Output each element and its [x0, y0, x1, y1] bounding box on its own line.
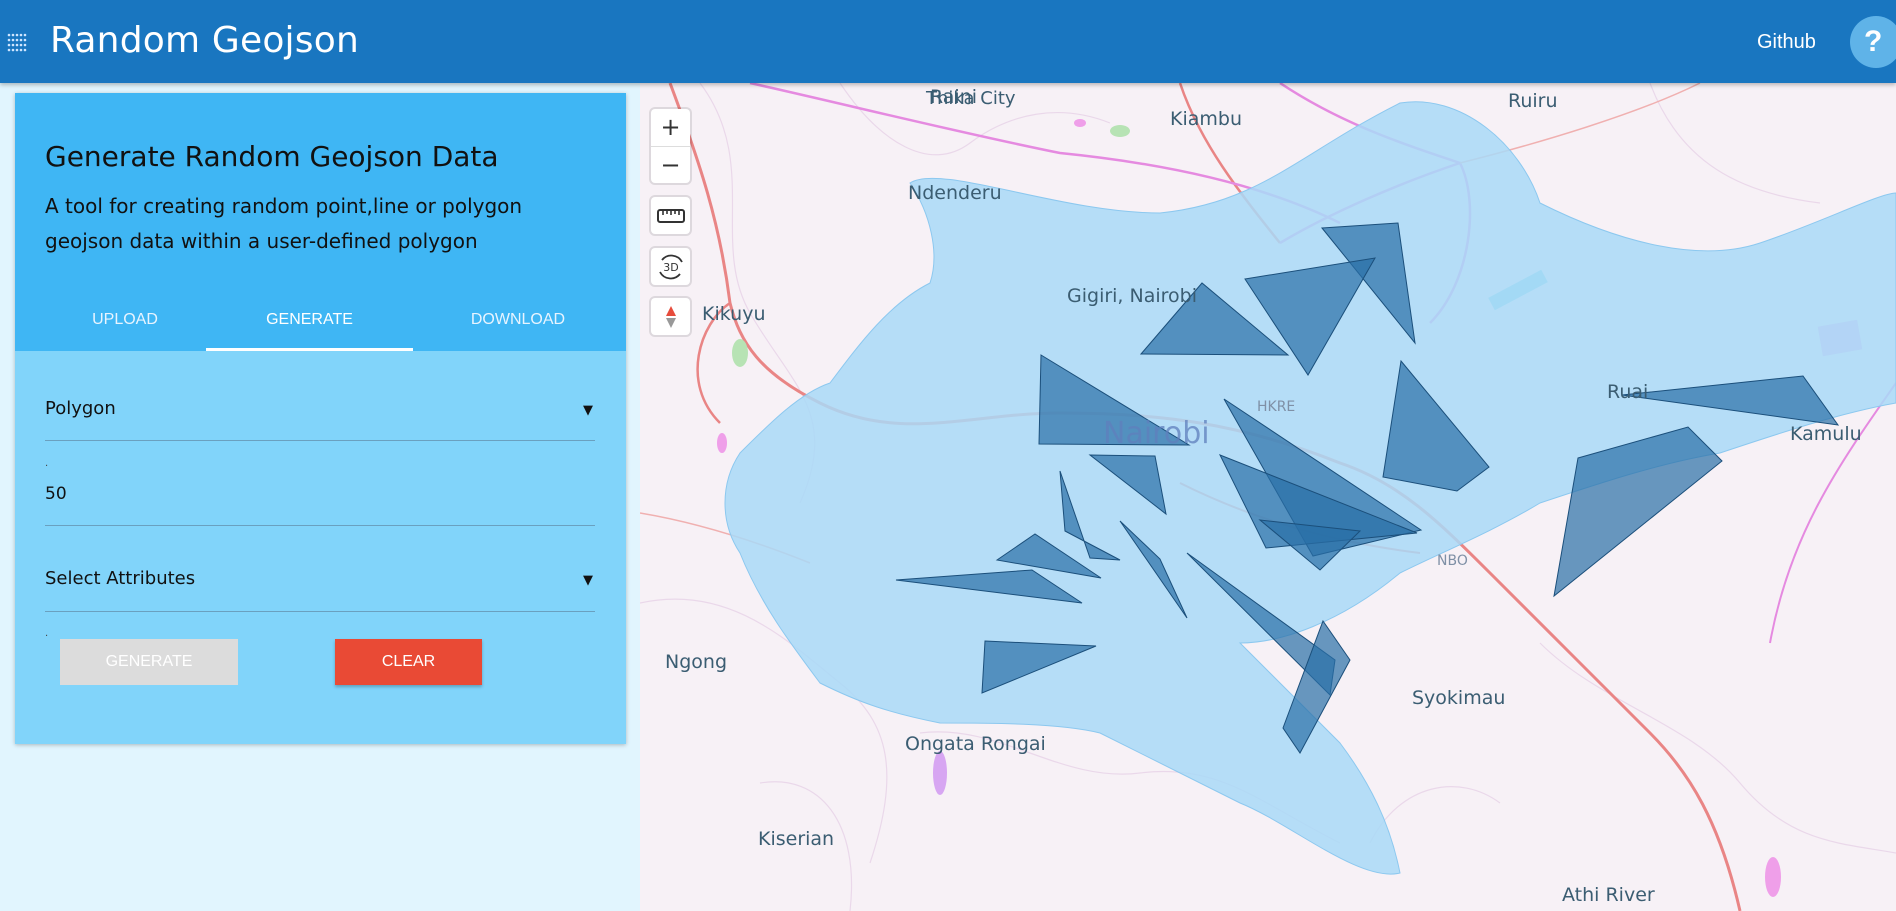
ruler-icon[interactable] [651, 197, 690, 234]
place-label-kikuyu: Kikuyu [702, 303, 766, 325]
tab-upload[interactable]: UPLOAD [92, 311, 158, 328]
github-link[interactable]: Github [1757, 31, 1816, 53]
zoom-in-button[interactable]: + [660, 113, 681, 141]
count-input-underline [45, 525, 595, 526]
place-label-hkre: HKRE [1257, 399, 1296, 415]
place-label-kiambu: Kiambu [1170, 108, 1242, 130]
generator-card: Generate Random Geojson Data A tool for … [15, 93, 626, 744]
card-header: Generate Random Geojson Data A tool for … [15, 93, 626, 351]
toggle-3d-control: 3D [651, 248, 690, 285]
place-label-ngong: Ngong [665, 651, 728, 673]
tab-download[interactable]: DOWNLOAD [470, 311, 566, 328]
active-tab-indicator [206, 348, 413, 351]
compass-icon[interactable] [651, 298, 690, 335]
measure-control [651, 197, 690, 234]
geometry-dropdown-caret-icon[interactable]: ▼ [583, 403, 593, 418]
place-label-kamulu: Kamulu [1790, 423, 1862, 445]
compass-control [651, 298, 690, 335]
place-label-ongata-rongai: Ongata Rongai [905, 733, 1046, 755]
feature-count-input[interactable]: 50 [45, 484, 67, 504]
apps-grid-icon[interactable] [6, 31, 28, 53]
help-button[interactable]: ? [1850, 16, 1896, 68]
sidebar: Generate Random Geojson Data A tool for … [0, 83, 640, 911]
place-label-syokimau: Syokimau [1412, 687, 1506, 709]
place-label-gigiri: Gigiri, Nairobi [1067, 285, 1198, 307]
tab-generate[interactable]: GENERATE [266, 311, 353, 328]
place-label-nbo: NBO [1437, 553, 1468, 569]
geometry-type-select[interactable]: Polygon [45, 398, 116, 419]
card-title: Generate Random Geojson Data [45, 140, 499, 173]
toggle-3d-label: 3D [663, 261, 678, 274]
place-label-nairobi: Nairobi [1103, 416, 1210, 451]
place-label-ruai: Ruai [1607, 381, 1649, 403]
app-header: Random Geojson Github ? [0, 0, 1896, 83]
place-label: Thika City [926, 88, 1016, 109]
app-title: Random Geojson [50, 20, 359, 61]
card-description: A tool for creating random point,line or… [45, 194, 523, 253]
random-polygons [895, 222, 1840, 754]
clear-button[interactable]: CLEAR [335, 639, 482, 685]
place-label-ruiru: Ruiru [1508, 90, 1558, 112]
zoom-controls: + − [651, 109, 690, 183]
place-label-kiserian: Kiserian [758, 828, 835, 850]
attributes-dropdown-caret-icon[interactable]: ▼ [583, 573, 593, 588]
attributes-select[interactable]: Select Attributes [45, 568, 196, 589]
attributes-select-underline [45, 611, 595, 612]
place-label-raini: Raini [930, 86, 978, 108]
count-field-hint: . [45, 458, 49, 469]
toggle-3d-button[interactable]: 3D [651, 248, 690, 285]
place-label-athi-river: Athi River [1562, 884, 1655, 906]
generate-button[interactable]: GENERATE [60, 639, 238, 685]
map-canvas[interactable] [640, 83, 1896, 911]
zoom-out-button[interactable]: − [651, 146, 690, 183]
attributes-hint: . [45, 628, 49, 639]
geometry-select-underline [45, 440, 595, 441]
map-view[interactable]: Thika City Raini Kiambu Ruiru Ndenderu G… [640, 83, 1896, 911]
place-label-ndenderu: Ndenderu [908, 182, 1002, 204]
